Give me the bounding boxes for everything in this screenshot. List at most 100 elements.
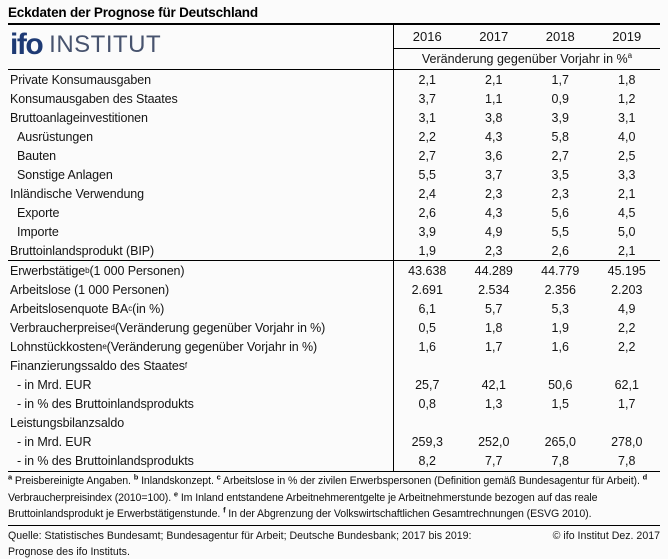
table-row: Inländische Verwendung 2,4 2,3 2,3 2,1 — [8, 184, 660, 204]
row-label: - in % des Bruttoinlandsprodukts — [8, 451, 394, 471]
row-value: 5,7 — [485, 302, 503, 317]
table-row: - in Mrd. EUR 25,7 42,1 50,6 62,1 — [8, 375, 660, 395]
row-value — [527, 357, 594, 376]
row-value: 25,7 — [415, 378, 440, 393]
row-label: Exporte — [8, 203, 394, 223]
row-value: 2,2 — [418, 129, 436, 144]
row-value: 1,7 — [485, 340, 503, 355]
row-value: 8,2 — [418, 454, 436, 469]
ifo-logo-institut-text: INSTITUT — [49, 31, 162, 58]
row-value: 7,7 — [485, 454, 503, 469]
row-value: 0,8 — [418, 397, 436, 412]
row-value: 2,1 — [618, 243, 636, 258]
year-header-2018: 2018 — [545, 29, 575, 44]
row-value: 5,8 — [551, 129, 569, 144]
table-row: Konsumausgaben des Staates 3,7 1,1 0,9 1,2 — [8, 89, 660, 109]
table-row: Bauten 2,7 3,6 2,7 2,5 — [8, 146, 660, 166]
row-label: Finanzierungssaldo des Staates f — [8, 356, 394, 376]
row-value: 4,9 — [618, 302, 636, 317]
unit-subheader-text: Veränderung gegenüber Vorjahr in % — [421, 52, 628, 66]
unit-subheader-footnote-mark: a — [627, 50, 633, 60]
row-value: 44.289 — [474, 263, 513, 278]
row-value: 2,1 — [618, 186, 636, 201]
year-header-2019: 2019 — [612, 29, 642, 44]
table-row: Erwerbstätige b (1 000 Personen) 43.638 44.… — [8, 261, 660, 281]
row-value: 3,3 — [618, 167, 636, 182]
row-value: 2,5 — [618, 148, 636, 163]
row-value — [394, 414, 461, 433]
row-label: Sonstige Anlagen — [8, 165, 394, 185]
row-value: 4,3 — [485, 129, 503, 144]
footnote-mark: f — [223, 505, 226, 515]
row-label: Erwerbstätige b (1 000 Personen) — [8, 261, 394, 281]
row-value: 2,1 — [485, 72, 503, 87]
row-value: 1,7 — [618, 397, 636, 412]
ifo-logo-wordmark: ifo — [10, 28, 44, 61]
row-value: 2,7 — [418, 148, 436, 163]
row-value: 44.779 — [541, 263, 580, 278]
footnotes: a Preisbereinigte Angaben. b Inlandskonz… — [8, 472, 660, 526]
row-value: 3,9 — [418, 224, 436, 239]
row-value: 265,0 — [544, 435, 576, 450]
row-value: 3,7 — [418, 91, 436, 106]
row-value: 259,3 — [411, 435, 443, 450]
row-label: Bruttoinlandsprodukt (BIP) — [8, 241, 394, 261]
row-value: 3,6 — [485, 148, 503, 163]
row-value: 3,9 — [551, 110, 569, 125]
page-title: Eckdaten der Prognose für Deutschland — [8, 5, 258, 20]
row-value: 2.356 — [544, 283, 576, 298]
footnote-mark: c — [216, 472, 221, 482]
row-value: 1,5 — [551, 397, 569, 412]
year-columns: 2016 2017 2018 2019 — [394, 25, 660, 49]
copyright-notice: © ifo Institut Dez. 2017 — [552, 529, 660, 542]
table-row: Exporte 2,6 4,3 5,6 4,5 — [8, 203, 660, 223]
row-value: 0,9 — [551, 91, 569, 106]
table-row: Ausrüstungen 2,2 4,3 5,8 4,0 — [8, 127, 660, 147]
row-value: 2.203 — [611, 283, 643, 298]
row-label: - in Mrd. EUR — [8, 375, 394, 395]
row-label: Bruttoanlageinvestitionen — [8, 108, 394, 128]
row-value: 3,1 — [618, 110, 636, 125]
source-text: Quelle: Statistisches Bundesamt; Bundesa… — [8, 529, 472, 558]
row-value: 0,5 — [418, 321, 436, 336]
table-row: Sonstige Anlagen 5,5 3,7 3,5 3,3 — [8, 165, 660, 185]
row-value: 1,8 — [618, 72, 636, 87]
table-row: Importe 3,9 4,9 5,5 5,0 — [8, 222, 660, 242]
table-row: Verbraucherpreise d (Veränderung gegenübe… — [8, 318, 660, 338]
table-body: Private Konsumausgaben 2,1 2,1 1,7 1,8 Konsum… — [8, 70, 660, 471]
row-value: 2,2 — [618, 321, 636, 336]
table-row: - in % des Bruttoinlandsprodukts 8,2 7,7 7,… — [8, 451, 660, 471]
row-value — [461, 357, 528, 376]
row-value: 5,6 — [551, 205, 569, 220]
forecast-table: ifo INSTITUT 2016 2017 2018 2019 Verände… — [8, 23, 660, 472]
row-value: 6,1 — [418, 302, 436, 317]
row-value: 1,6 — [551, 340, 569, 355]
row-label: Private Konsumausgaben — [8, 70, 394, 90]
row-value: 62,1 — [614, 378, 639, 393]
row-value — [594, 414, 661, 433]
row-value — [394, 357, 461, 376]
row-value: 43.638 — [408, 263, 447, 278]
row-value: 2,2 — [618, 340, 636, 355]
row-value: 2.691 — [411, 283, 443, 298]
row-value: 1,6 — [418, 340, 436, 355]
row-value: 5,3 — [551, 302, 569, 317]
row-value: 2.534 — [478, 283, 510, 298]
table-row: Arbeitslosenquote BA c (in %) 6,1 5,7 5,3 4,9 — [8, 299, 660, 319]
row-label: Importe — [8, 222, 394, 242]
row-value: 1,9 — [551, 321, 569, 336]
row-value: 2,3 — [551, 186, 569, 201]
table-row: Bruttoinlandsprodukt (BIP) 1,9 2,3 2,6 2,1 — [8, 241, 660, 262]
row-value: 278,0 — [611, 435, 643, 450]
row-value: 2,6 — [418, 205, 436, 220]
row-label: Bauten — [8, 146, 394, 166]
footnote-mark: d — [642, 472, 648, 482]
table-row: - in % des Bruttoinlandsprodukts 0,8 1,3 1,… — [8, 394, 660, 414]
table-row: Finanzierungssaldo des Staates f — [8, 356, 661, 376]
ifo-logo: ifo INSTITUT — [8, 25, 394, 69]
row-value: 252,0 — [478, 435, 510, 450]
row-value — [594, 357, 661, 376]
row-value: 2,3 — [485, 186, 503, 201]
row-value: 2,6 — [551, 243, 569, 258]
table-row: Lohnstückkosten e (Veränderung gegenüber … — [8, 337, 660, 357]
